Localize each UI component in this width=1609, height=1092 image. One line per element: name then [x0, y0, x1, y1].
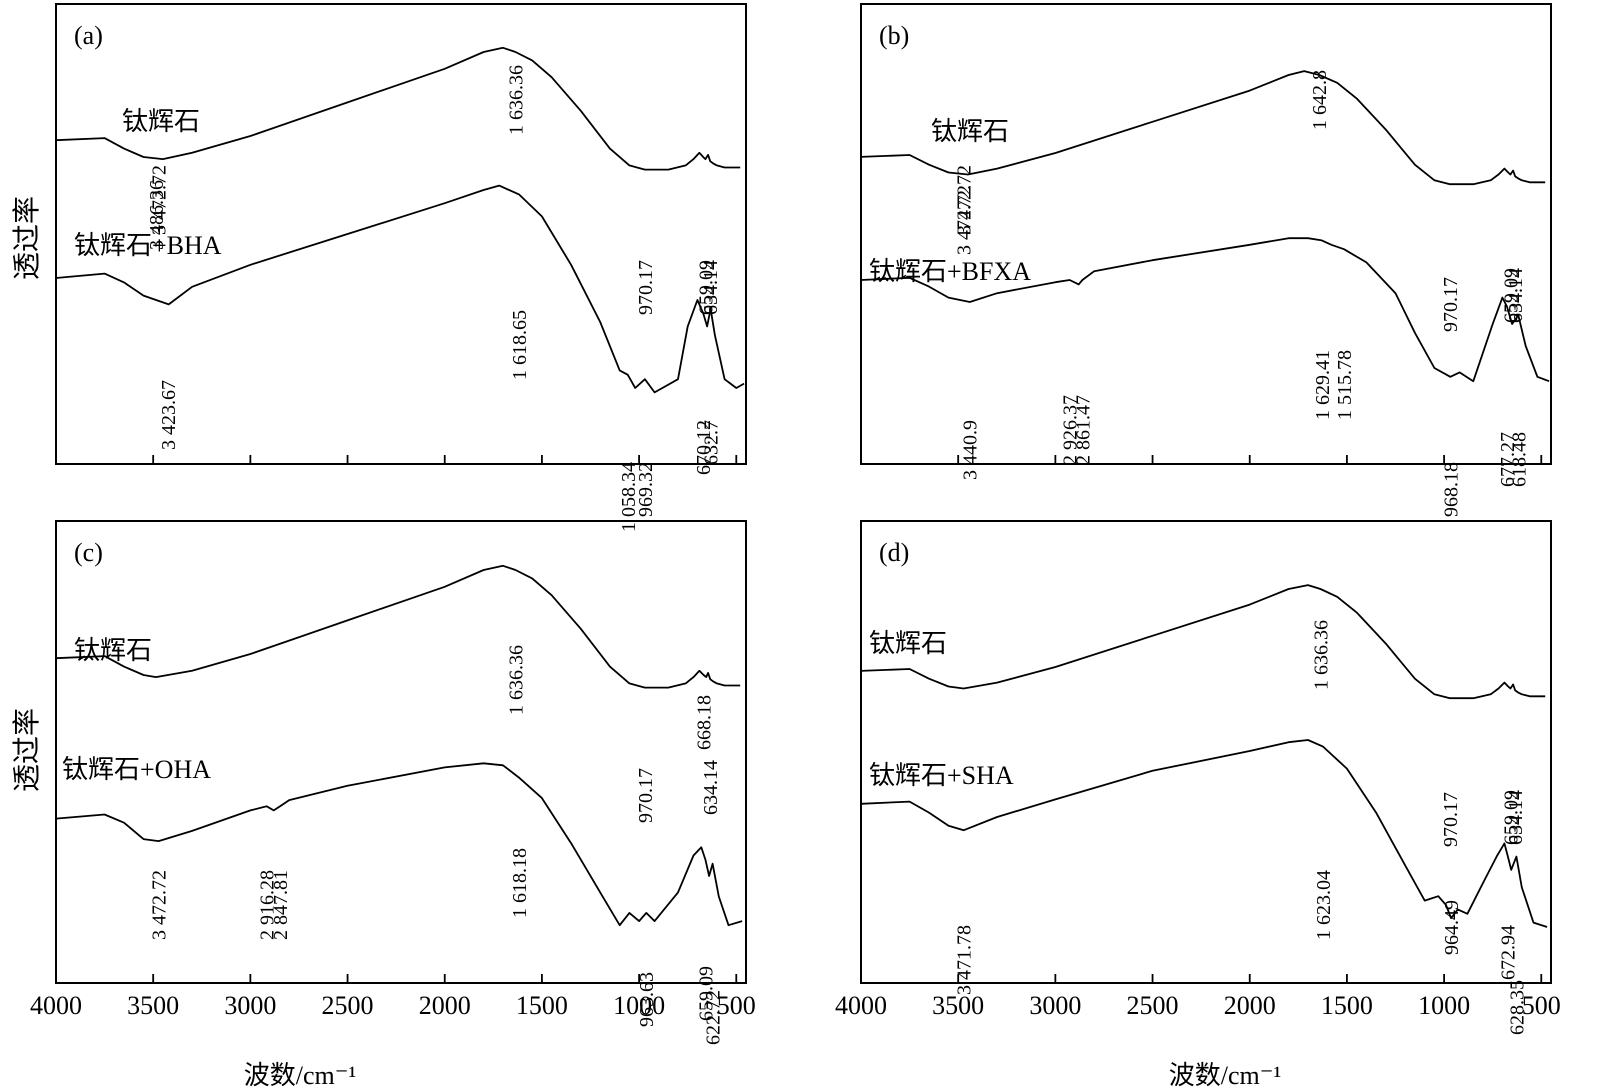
panel-label: (b) — [879, 21, 909, 50]
peak-label: 1 636.36 — [505, 65, 527, 135]
x-tick-label: 500 — [717, 991, 756, 1020]
y-axis-title-top: 透过率 — [11, 196, 43, 280]
peak-label: 970.17 — [635, 260, 657, 315]
peak-label: 963.63 — [636, 972, 658, 1027]
peak-label: 622.72 — [702, 990, 724, 1045]
peak-label: 668.18 — [694, 695, 716, 750]
x-tick-label: 2500 — [1127, 991, 1179, 1020]
peak-label: 3 440.9 — [960, 420, 982, 480]
panel-label: (c) — [74, 538, 103, 567]
x-tick-label: 3500 — [127, 991, 179, 1020]
peak-label: 2 847.81 — [270, 870, 292, 940]
spectrum-line — [55, 46, 741, 171]
series-label: 钛辉石+OHA — [62, 755, 211, 784]
peak-label: 1 623.04 — [1313, 870, 1335, 940]
peak-label: 3 472.72 — [954, 185, 976, 255]
spectrum-line — [55, 564, 741, 689]
series-label: 钛辉石 — [74, 636, 152, 665]
peak-label: 677.27 — [1497, 432, 1519, 487]
peak-label: 970.17 — [1440, 277, 1462, 332]
peak-label: 970.17 — [635, 768, 657, 823]
peak-label: 659.09 — [1500, 268, 1522, 323]
x-tick-label: 1000 — [613, 991, 665, 1020]
x-axis-title-right: 波数/cm⁻¹ — [1169, 1061, 1282, 1090]
peak-label: 1 642.8 — [1309, 70, 1331, 130]
peak-label: 1 636.36 — [1310, 620, 1332, 690]
peak-label: 2 861.47 — [1072, 395, 1094, 465]
series-label: 钛辉石+SHA — [869, 761, 1014, 790]
peak-label: 1 618.65 — [509, 310, 531, 380]
x-tick-label: 3000 — [1029, 991, 1081, 1020]
peak-label: 1 618.18 — [509, 848, 531, 918]
panel-a: (a) 钛辉石 3 472.72 1 636.36 970.17 659.09634.14… — [55, 3, 747, 532]
series-label: 钛辉石+BFXA — [869, 257, 1031, 286]
spectrum-line — [860, 237, 1550, 383]
plot-frame — [860, 3, 1552, 465]
x-tick-label: 2500 — [322, 991, 374, 1020]
spectrum-line — [860, 584, 1546, 700]
peak-label: 659.09 — [1500, 790, 1522, 845]
x-tick-label: 500 — [1522, 991, 1561, 1020]
peak-label: 969.32 — [635, 462, 657, 517]
x-tick-label: 1500 — [516, 991, 568, 1020]
peak-label: 968.18 — [1440, 462, 1462, 517]
peak-label: 1 515.78 — [1334, 350, 1356, 420]
peak-label: 964.49 — [1441, 900, 1463, 955]
x-tick-label: 2000 — [419, 991, 471, 1020]
x-tick-label: 3500 — [932, 991, 984, 1020]
spectrum-line — [55, 762, 743, 927]
peak-label: 634.14 — [700, 260, 722, 315]
spectrum-line — [860, 739, 1548, 928]
peak-label: 634.14 — [1505, 268, 1527, 323]
peak-label: 659.09 — [695, 260, 717, 315]
panel-label: (d) — [879, 538, 909, 567]
x-tick-label: 1000 — [1418, 991, 1470, 1020]
peak-label: 670.12 — [693, 420, 715, 475]
panel-c: (c) 4000 3500 3000 2500 2000 1500 1000 500 钛辉石 3 4… — [30, 180, 756, 1045]
x-tick-label: 3000 — [224, 991, 276, 1020]
peak-label: 672.94 — [1498, 925, 1520, 980]
peak-label: 634.14 — [1505, 790, 1527, 845]
peak-label: 3 472.72 — [149, 165, 171, 235]
peak-label: 3 486.36 — [146, 180, 168, 250]
x-tick-label: 2000 — [1224, 991, 1276, 1020]
peak-label: 3 472.72 — [954, 165, 976, 235]
plot-frame — [55, 3, 747, 465]
series-label: 钛辉石 — [869, 629, 947, 658]
peak-label: 659.09 — [695, 966, 717, 1021]
peak-label: 3 471.78 — [954, 925, 976, 995]
peak-label: 1 636.36 — [505, 645, 527, 715]
plot-frame — [55, 520, 747, 984]
series-label: 钛辉石 — [122, 107, 200, 136]
plot-frame — [860, 520, 1552, 984]
peak-label: 634.14 — [700, 760, 722, 815]
panel-label: (a) — [74, 21, 103, 50]
x-tick-label: 4000 — [30, 991, 82, 1020]
spectrum-line — [860, 70, 1546, 186]
series-label: 钛辉石+BHA — [74, 231, 222, 260]
spectrum-line — [55, 184, 745, 394]
y-axis-title-bottom: 透过率 — [11, 708, 43, 792]
peak-label: 1 058.34 — [618, 462, 640, 532]
series-label: 钛辉石 — [931, 117, 1009, 146]
x-tick-label: 1500 — [1321, 991, 1373, 1020]
peak-label: 628.35 — [1506, 980, 1528, 1035]
peak-label: 970.17 — [1440, 792, 1462, 847]
peak-label: 3 472.72 — [149, 870, 171, 940]
x-axis-title-left: 波数/cm⁻¹ — [244, 1061, 357, 1090]
peak-label: 3 423.67 — [158, 380, 180, 450]
x-tick-label: 4000 — [835, 991, 887, 1020]
peak-label: 1 629.41 — [1312, 350, 1334, 420]
peak-label: 2 916.28 — [257, 870, 279, 940]
panel-d: (d) 4000 3500 3000 2500 2000 1500 1000 500 钛辉石 3 4… — [835, 185, 1561, 1035]
peak-label: 632.7 — [701, 420, 723, 465]
peak-label: 618.48 — [1508, 432, 1530, 487]
peak-label: 2 926.37 — [1060, 395, 1082, 465]
